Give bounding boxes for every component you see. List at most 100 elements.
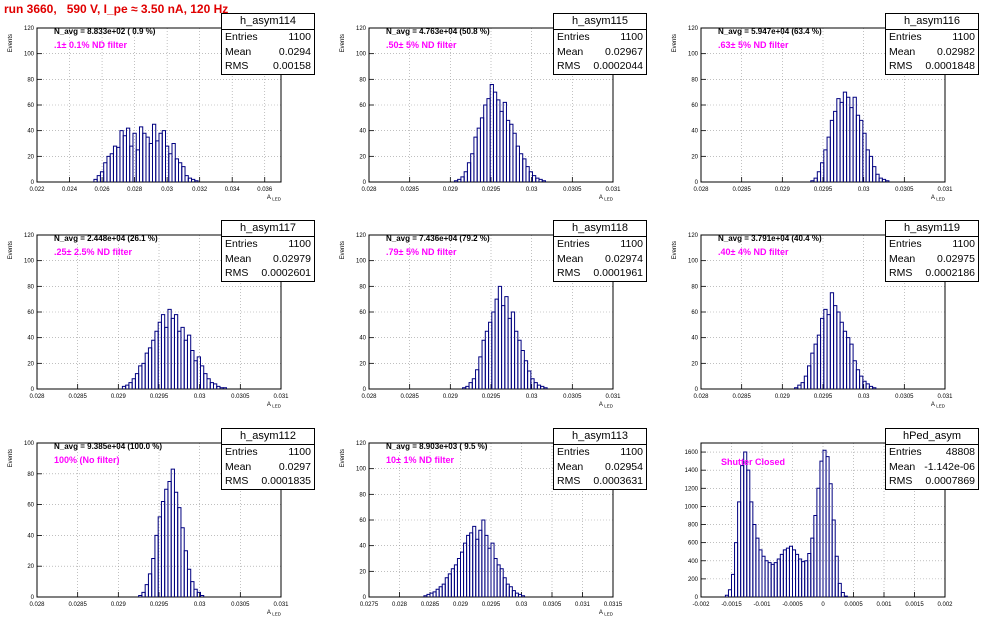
y-tick-label: 20 [27,361,34,367]
y-tick-label: 100 [24,52,35,58]
y-axis-label: Events [672,241,678,259]
stats-row-label: RMS [557,475,581,487]
stats-row-value: 0.02954 [605,460,643,473]
x-tick-label: 0.0285 [732,394,751,400]
stats-row-label: RMS [889,475,913,487]
stats-row-value: 0.0003631 [593,475,643,487]
y-axis-label: Events [340,34,346,52]
x-tick-label: 0.028 [693,394,709,400]
x-tick-label: 0.028 [127,187,143,193]
x-tick-label: 0.031 [605,394,621,400]
stats-row-mean: Mean 0.02982 [886,45,978,60]
n-avg-label: N_avg = 3.791e+04 (40.4 %) [718,234,822,243]
y-tick-label: 80 [691,284,698,290]
y-tick-label: 60 [27,503,34,509]
x-tick-label: -0.001 [753,602,771,608]
stats-row-label: Entries [889,31,922,43]
stats-row-entries: Entries 1100 [886,30,978,45]
y-tick-label: 100 [688,52,699,58]
x-tick-label: 0.028 [29,602,45,608]
histogram-plot: 0.028 0.0285 0.029 0.0295 0.03 0.0305 0.031 0 20… [672,26,953,202]
stats-row-label: Entries [225,446,258,458]
stats-row-value: 1100 [620,446,643,458]
filter-label: Shutter Closed [721,457,786,467]
histogram-bin [872,387,877,389]
y-tick-label: 80 [359,492,366,498]
x-tick-label: 0.03 [526,394,538,400]
x-tick-label: 0.022 [29,187,45,193]
stats-box: h_asym113 Entries 1100 Mean 0.02954 RMS 0.0003… [553,428,647,490]
y-tick-label: 60 [359,518,366,524]
stats-row-mean: Mean 0.0297 [222,460,314,475]
stats-row-rms: RMS 0.0002186 [886,266,978,281]
y-tick-label: 40 [27,336,34,342]
stats-box-title: h_asym119 [886,221,978,237]
y-axis-label: Events [672,34,678,52]
x-tick-label: 0.0005 [844,602,863,608]
stats-row-label: Mean [225,252,252,265]
x-axis-label: A LED [267,610,282,617]
stats-row-label: Entries [557,238,590,250]
histogram-panel-h_asym116: 0.028 0.0285 0.029 0.0295 0.03 0.0305 0.031 0 20… [664,0,996,207]
x-tick-label: 0.0285 [421,602,440,608]
x-tick-label: -0.002 [692,602,710,608]
stats-row-label: Entries [889,238,922,250]
y-tick-label: 20 [27,154,34,160]
histogram-plot: 0.028 0.0285 0.029 0.0295 0.03 0.0305 0.031 0 20… [340,26,621,202]
stats-row-value: 0.02979 [273,252,311,265]
x-tick-label: 0.036 [257,187,273,193]
histogram-bin [840,591,845,597]
n-avg-label: N_avg = 9.385e+04 (100.0 %) [54,442,163,451]
y-tick-label: 60 [359,310,366,316]
page-title: run 3660, 590 V, I_pe ≈ 3.50 nA, 120 Hz [4,2,229,16]
x-tick-label: 0.03 [516,602,528,608]
stats-box-title: h_asym113 [554,429,646,445]
histogram-bin [541,180,546,182]
y-tick-label: 120 [356,26,367,32]
stats-row-label: Mean [889,460,916,473]
x-tick-label: 0.034 [225,187,241,193]
y-tick-label: 1000 [685,504,699,510]
stats-row-rms: RMS 0.00158 [222,59,314,74]
x-axis-label: A LED [599,402,614,409]
stats-box: h_asym117 Entries 1100 Mean 0.02979 RMS 0.0002… [221,220,315,282]
stats-row-value: 0.0002601 [261,267,311,279]
y-tick-label: 20 [359,361,366,367]
histogram-plot: 0.0275 0.028 0.0285 0.029 0.0295 0.03 0.0305 0.… [340,441,623,617]
stats-row-value: 0.02967 [605,45,643,58]
stats-row-label: RMS [225,60,249,72]
x-tick-label: 0.0295 [150,394,169,400]
stats-row-label: Entries [557,31,590,43]
y-tick-label: 20 [27,564,34,570]
x-tick-label: 0.026 [95,187,111,193]
x-tick-label: 0.03 [858,187,870,193]
x-tick-label: 0.0295 [814,394,833,400]
y-tick-label: 800 [688,523,699,529]
stats-row-value: 0.0001848 [925,60,975,72]
stats-row-label: Mean [557,45,584,58]
stats-row-value: 1100 [288,31,311,43]
filter-label: .50± 5% ND filter [386,40,457,50]
x-tick-label: 0.024 [62,187,78,193]
stats-row-rms: RMS 0.0002601 [222,266,314,281]
stats-box-title: h_asym116 [886,14,978,30]
stats-row-label: Mean [889,252,916,265]
stats-row-label: RMS [225,267,249,279]
x-tick-label: 0.031 [937,187,953,193]
y-tick-label: 120 [24,233,35,239]
stats-row-value: 1100 [620,31,643,43]
stats-row-value: 0.02975 [937,252,975,265]
stats-row-label: RMS [557,60,581,72]
x-tick-label: 0.0305 [231,394,250,400]
y-tick-label: 40 [27,533,34,539]
y-tick-label: 100 [356,259,367,265]
histogram-panel-h_asym118: 0.028 0.0285 0.029 0.0295 0.03 0.0305 0.031 0 20… [332,207,664,414]
y-tick-label: 80 [27,77,34,83]
filter-label: 100% (No filter) [54,455,120,465]
stats-row-mean: Mean 0.02979 [222,252,314,267]
x-tick-label: 0.0015 [905,602,924,608]
histogram-bin [521,595,526,597]
stats-row-value: 1100 [288,446,311,458]
stats-row-rms: RMS 0.0002044 [554,59,646,74]
